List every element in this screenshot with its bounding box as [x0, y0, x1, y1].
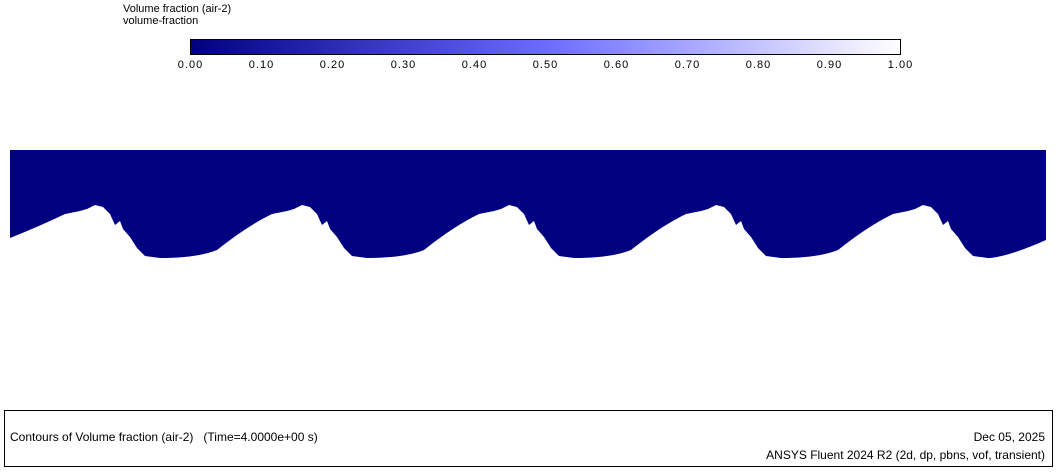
- colorbar-tick-label: 0.20: [320, 59, 345, 71]
- colorbar-tick-label: 0.50: [533, 59, 558, 71]
- contour-field: [10, 150, 1046, 258]
- colorbar-tick-label: 0.40: [462, 59, 487, 71]
- colorbar-tick-label: 0.10: [249, 59, 274, 71]
- colorbar: [190, 39, 901, 55]
- footer-caption: Contours of Volume fraction (air-2) (Tim…: [10, 430, 318, 444]
- colorbar-tick-label: 1.00: [888, 59, 913, 71]
- colorbar-tick-label: 0.60: [604, 59, 629, 71]
- legend-title: Volume fraction (air-2): [123, 3, 231, 15]
- colorbar-tick-label: 0.30: [391, 59, 416, 71]
- legend-subtitle: volume-fraction: [123, 15, 198, 27]
- colorbar-tick-label: 0.00: [178, 59, 203, 71]
- colorbar-tick-label: 0.80: [746, 59, 771, 71]
- colorbar-tick-label: 0.70: [675, 59, 700, 71]
- footer-box: [4, 410, 1053, 467]
- footer-software: ANSYS Fluent 2024 R2 (2d, dp, pbns, vof,…: [766, 448, 1045, 462]
- footer-date: Dec 05, 2025: [974, 430, 1046, 444]
- colorbar-tick-label: 0.90: [817, 59, 842, 71]
